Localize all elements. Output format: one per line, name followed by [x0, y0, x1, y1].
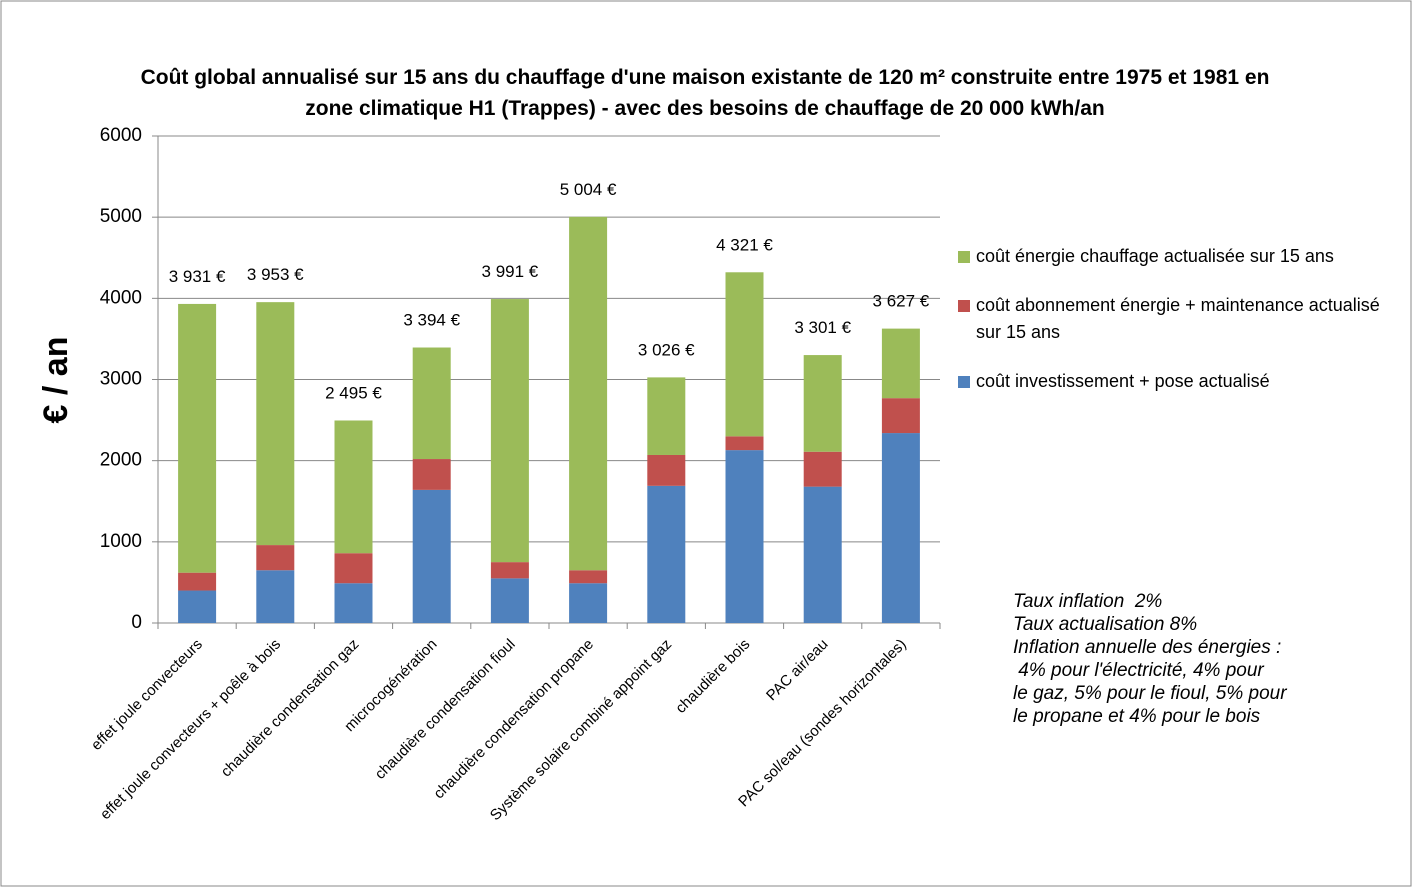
bar-segment — [881, 433, 920, 623]
bar-segment — [803, 451, 842, 487]
total-label: 3 991 € — [482, 262, 539, 281]
legend-swatch — [958, 300, 970, 312]
bar-segment — [412, 489, 451, 623]
chart-title: Coût global annualisé sur 15 ans du chau… — [140, 66, 1270, 120]
y-tick-label: 2000 — [100, 450, 142, 471]
x-tick-label: chaudière condensation fioul — [372, 636, 519, 783]
y-tick-label: 0 — [131, 612, 142, 633]
bar-segment — [412, 459, 451, 490]
bar-segment — [256, 545, 295, 571]
bar-segment — [569, 570, 608, 584]
note-line: le propane et 4% pour le bois — [1013, 706, 1261, 727]
total-label: 3 627 € — [873, 292, 930, 311]
bar-segment — [412, 347, 451, 460]
note-line: Inflation annuelle des énergies : — [1013, 637, 1282, 658]
bar-segment — [725, 436, 764, 451]
bar-segment — [178, 303, 217, 573]
bar-segment — [178, 572, 217, 591]
bar-segment — [569, 216, 608, 571]
y-axis-label: € / an — [37, 337, 75, 424]
legend-swatch — [958, 251, 970, 263]
bar-segment — [647, 485, 686, 623]
total-label: 3 931 € — [169, 267, 226, 286]
x-tick-label: PAC sol/eau (sondes horizontales) — [735, 636, 910, 811]
note-line: le gaz, 5% pour le fioul, 5% pour — [1013, 683, 1287, 704]
bar-segment — [490, 578, 529, 623]
bar-segment — [647, 377, 686, 455]
bar-segment — [881, 328, 920, 399]
bar-segment — [256, 302, 295, 546]
x-tick-label: Système solaire combiné appoint gaz — [487, 636, 675, 824]
bar-segment — [881, 398, 920, 434]
total-label: 2 495 € — [325, 383, 382, 402]
total-label: 4 321 € — [716, 235, 773, 254]
y-tick-label: 1000 — [100, 531, 142, 552]
legend-item: coût investissement + pose actualisé — [958, 368, 1408, 395]
legend-item: coût énergie chauffage actualisée sur 15… — [958, 243, 1408, 270]
notes: Taux inflation 2% Taux actualisation 8% In… — [1013, 590, 1287, 728]
bar-segment — [334, 553, 373, 584]
bar-segment — [803, 486, 842, 623]
bar-segment — [178, 590, 217, 623]
legend-item: coût abonnement énergie + maintenance ac… — [958, 292, 1408, 346]
bar-segment — [647, 454, 686, 486]
total-label: 3 953 € — [247, 265, 304, 284]
y-tick-label: 5000 — [100, 206, 142, 227]
note-line: Taux actualisation 8% — [1013, 614, 1198, 635]
legend-swatch — [958, 376, 970, 388]
total-label: 3 301 € — [794, 318, 851, 337]
note-line: 4% pour l'électricité, 4% pour — [1013, 660, 1264, 681]
bar-segment — [725, 272, 764, 437]
bar-segment — [569, 583, 608, 623]
bar-segment — [256, 570, 295, 623]
y-tick-label: 6000 — [100, 125, 142, 146]
y-tick-label: 3000 — [100, 369, 142, 390]
bar-segment — [725, 450, 764, 623]
x-tick-label: chaudière condensation gaz — [218, 636, 363, 781]
note-line: Taux inflation 2% — [1013, 591, 1163, 612]
legend-label: coût abonnement énergie + maintenance ac… — [976, 295, 1380, 342]
bar-segment — [490, 562, 529, 579]
bar-segment — [803, 355, 842, 452]
legend-label: coût investissement + pose actualisé — [976, 371, 1270, 391]
x-tick-label: chaudière bois — [672, 636, 753, 717]
total-label: 3 026 € — [638, 340, 695, 359]
total-label: 5 004 € — [560, 180, 617, 199]
bar-segment — [334, 420, 373, 554]
x-tick-label: chaudière condensation propane — [430, 636, 597, 803]
legend: coût énergie chauffage actualisée sur 15… — [958, 243, 1408, 417]
total-label: 3 394 € — [403, 311, 460, 330]
x-tick-label: PAC air/eau — [763, 636, 831, 704]
bar-segment — [334, 583, 373, 623]
y-tick-label: 4000 — [100, 287, 142, 308]
bar-segment — [490, 299, 529, 563]
legend-label: coût énergie chauffage actualisée sur 15… — [976, 246, 1334, 266]
